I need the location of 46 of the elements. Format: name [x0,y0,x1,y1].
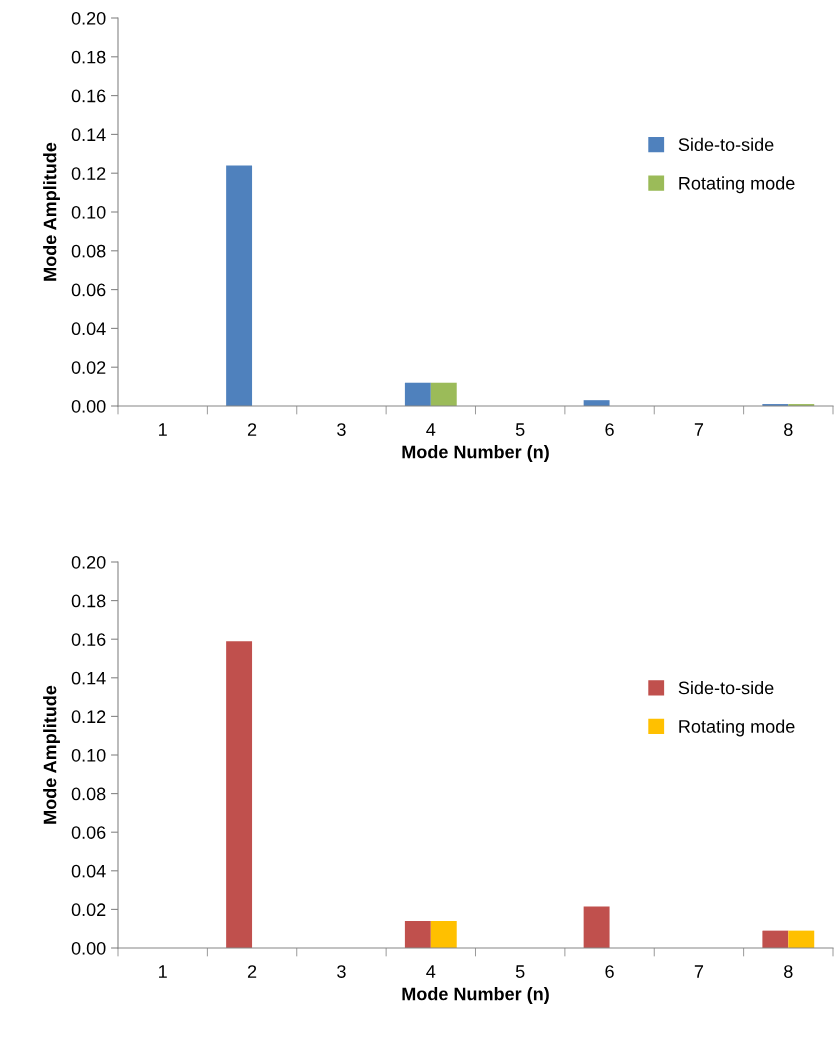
x-tick-label: 4 [426,965,436,978]
x-tick-label: 5 [515,965,525,978]
y-tick-label: 0.08 [71,244,106,258]
x-axis-title: Mode Number (n) [402,445,549,462]
y-tick-label: 0.00 [71,941,106,955]
y-tick-label: 0.00 [71,399,106,413]
y-tick-label: 0.14 [71,671,106,685]
x-tick-label: 8 [784,965,793,978]
x-tick-label: 3 [337,965,346,978]
y-tick-label: 0.14 [71,128,106,142]
y-axis-title: Mode Amplitude [43,685,60,824]
y-tick-label: 0.16 [71,633,106,646]
x-tick-label: 3 [337,423,346,436]
y-tick-label: 0.10 [71,748,106,762]
y-tick-label: 0.02 [71,903,106,917]
y-tick-label: 0.20 [71,555,106,569]
x-tick-label: 2 [247,423,257,436]
x-tick-label: 1 [159,423,167,436]
x-tick-label: 5 [515,423,525,436]
x-tick-label: 7 [694,423,704,436]
legend-label: Side-to-side [678,681,774,695]
y-tick-label: 0.04 [71,322,106,336]
y-tick-label: 0.02 [71,361,106,374]
x-axis-title: Mode Number (n) [402,987,549,1004]
y-tick-label: 0.12 [71,710,106,724]
x-tick-label: 6 [605,965,614,978]
x-tick-label: 8 [784,423,793,436]
x-tick-label: 2 [247,965,257,978]
legend-label: Rotating mode [679,176,795,194]
y-tick-label: 0.16 [71,89,106,103]
y-tick-label: 0.18 [71,50,106,64]
y-tick-label: 0.18 [71,594,106,608]
x-tick-label: 7 [694,965,704,978]
y-tick-label: 0.08 [71,787,106,801]
y-axis-title: Mode Amplitude [43,142,60,281]
y-tick-label: 0.04 [71,864,106,878]
y-tick-label: 0.20 [71,11,106,25]
y-tick-label: 0.06 [71,826,106,839]
y-tick-label: 0.10 [71,205,106,219]
legend-label: Side-to-side [678,137,774,152]
x-tick-label: 6 [605,423,614,436]
x-tick-label: 1 [159,965,167,978]
y-tick-label: 0.06 [71,283,106,297]
x-tick-label: 4 [426,423,436,436]
legend-label: Rotating mode [679,719,795,737]
y-tick-label: 0.12 [71,167,106,180]
